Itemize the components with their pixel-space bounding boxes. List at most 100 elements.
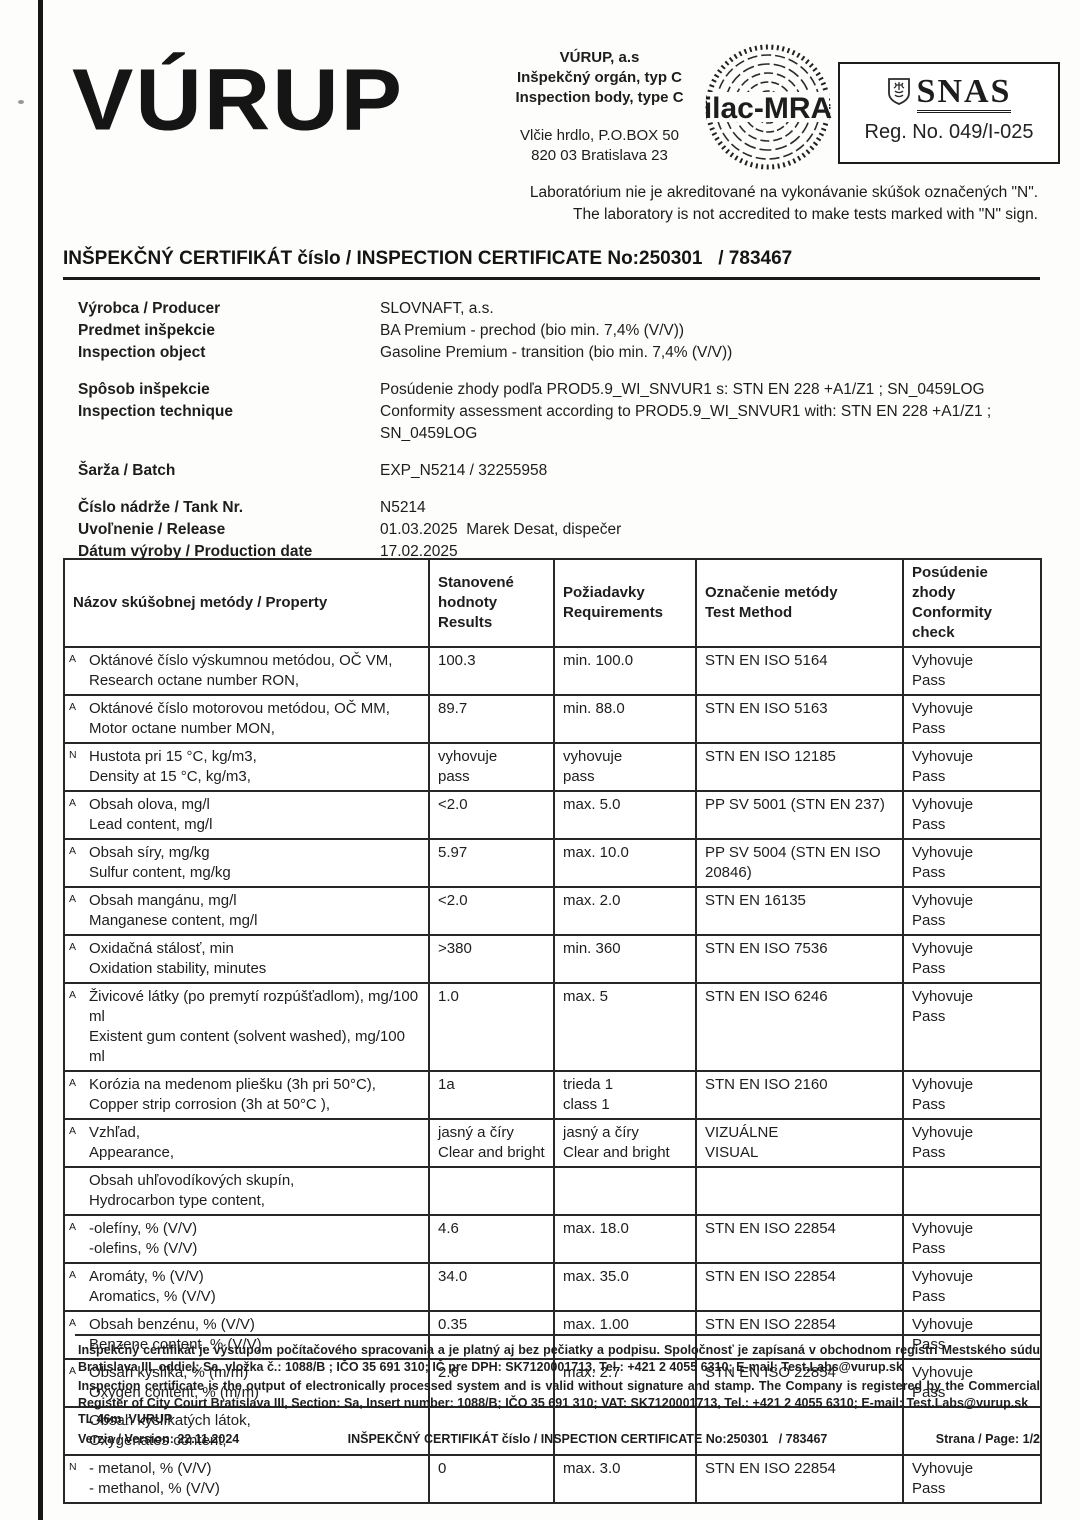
requirement-value: max. 5 [553, 982, 697, 1072]
table-row: A Oxidačná stálosť, min Oxidation stabili… [63, 934, 1042, 984]
result-value: 89.7 [428, 694, 555, 744]
property-name: Aromáty, % (V/V) Aromatics, % (V/V) [89, 1268, 216, 1305]
test-method: STN EN ISO 12185 [695, 742, 904, 792]
test-method: STN EN ISO 7536 [695, 934, 904, 984]
requirement-value: min. 360 [553, 934, 697, 984]
info-row: Šarža / Batch EXP_N5214 / 32255958 [78, 460, 1040, 482]
conformity-check [902, 1406, 1042, 1456]
title-rule [63, 277, 1040, 280]
info-group: Spôsob inšpekcie Posúdenie zhody podľa P… [78, 379, 1040, 445]
info-value: Gasoline Premium - transition (bio min. … [380, 344, 733, 361]
property-name: Korózia na medenom pliešku (3h pri 50°C)… [89, 1076, 376, 1113]
result-value: <2.0 [428, 886, 555, 936]
test-method: STN EN ISO 22854 [695, 1358, 904, 1408]
snas-reg-number: Reg. No. 049/I-025 [864, 120, 1034, 143]
conformity-check: Vyhovuje Pass [902, 982, 1042, 1072]
info-label: Inspection technique [78, 403, 234, 420]
table-row: A Oktánové číslo výskumnou metódou, OČ VM… [63, 646, 1042, 696]
requirement-value: trieda 1 class 1 [553, 1070, 697, 1120]
test-method: STN EN ISO 5164 [695, 646, 904, 696]
template-code: TL 46m_VURUP [78, 1412, 173, 1426]
property-name: Obsah kyslíkatých látok, Oxygenates cont… [89, 1412, 251, 1449]
accreditation-note-sk: Laboratórium nie je akreditované na vyko… [529, 184, 1038, 201]
table-row: A Obsah mangánu, mg/l Manganese content, … [63, 886, 1042, 936]
requirement-value: max. 10.0 [553, 838, 697, 888]
table-row: A Obsah síry, mg/kg Sulfur content, mg/kg… [63, 838, 1042, 888]
conformity-check: Vyhovuje Pass [902, 1070, 1042, 1120]
footnote-marker: A [69, 653, 77, 665]
table-row: Obsah uhľovodíkových skupín, Hydrocarbon… [63, 1166, 1042, 1216]
conformity-check: Vyhovuje Pass [902, 886, 1042, 936]
result-value: 0 [428, 1454, 555, 1504]
info-label: Dátum výroby / Production date [78, 543, 313, 560]
result-value: 34.0 [428, 1262, 555, 1312]
table-row: A Vzhľad, Appearance, jasný a číry Clear … [63, 1118, 1042, 1168]
footnote-marker: A [69, 893, 77, 905]
info-group: Šarža / Batch EXP_N5214 / 32255958 [78, 460, 1040, 482]
requirement-value: max. 18.0 [553, 1214, 697, 1264]
result-value: 5.97 [428, 838, 555, 888]
footnote-marker: A [69, 845, 77, 857]
org-line-en: Inspection body, type C [515, 89, 684, 106]
footnote-marker: N [69, 749, 77, 761]
info-label: Predmet inšpekcie [78, 322, 215, 339]
property-name: Oktánové číslo motorovou metódou, OČ MM,… [89, 700, 390, 737]
requirement-value: max. 35.0 [553, 1262, 697, 1312]
snas-label: SNAS [916, 74, 1012, 113]
svg-text:ilac-MRA: ilac-MRA [704, 92, 832, 125]
requirement-value: max. 2.7 [553, 1358, 697, 1408]
org-address-block: VÚRUP, a.s Inšpekčný orgán, typ C Inspec… [492, 48, 707, 166]
footnote-marker: A [69, 1365, 77, 1377]
property-name: Obsah olova, mg/l Lead content, mg/l [89, 796, 213, 833]
info-value: 01.03.2025 Marek Desat, dispečer [380, 521, 622, 538]
test-method: STN EN ISO 22854 [695, 1262, 904, 1312]
footer-note-en: Inspection certificate is the output of … [78, 1379, 1040, 1410]
conformity-check: Vyhovuje Pass [902, 1118, 1042, 1168]
property-name: - metanol, % (V/V) - methanol, % (V/V) [89, 1460, 220, 1497]
requirement-value: jasný a číry Clear and bright [553, 1118, 697, 1168]
scan-speck [18, 100, 24, 104]
requirement-value [553, 1406, 697, 1456]
footnote-marker: A [69, 1269, 77, 1281]
footer-certificate-number: INŠPEKČNÝ CERTIFIKÁT číslo / INSPECTION … [347, 1432, 828, 1446]
vurup-logo: VÚRUP [72, 51, 405, 149]
info-value: 17.02.2025 [380, 543, 458, 560]
col-header-conformity: Posúdenie zhody Conformity check [902, 558, 1042, 648]
info-value: Conformity assessment according to PROD5… [380, 403, 996, 442]
info-row: Predmet inšpekcie BA Premium - prechod (… [78, 320, 1040, 342]
result-value [428, 1406, 555, 1456]
footnote-marker: A [69, 989, 77, 1001]
info-group: Číslo nádrže / Tank Nr. N5214 Uvoľnenie … [78, 497, 1040, 563]
table-header-row: Názov skúšobnej metódy / Property Stanov… [63, 558, 1042, 648]
test-method: STN EN ISO 22854 [695, 1454, 904, 1504]
conformity-check: Vyhovuje Pass [902, 934, 1042, 984]
table-row: N- metanol, % (V/V) - methanol, % (V/V) … [63, 1454, 1042, 1504]
info-row: Číslo nádrže / Tank Nr. N5214 [78, 497, 1040, 519]
info-label: Spôsob inšpekcie [78, 381, 210, 398]
footer-rule [75, 1334, 1040, 1336]
test-method: STN EN ISO 2160 [695, 1070, 904, 1120]
info-row: Výrobca / Producer SLOVNAFT, a.s. [78, 298, 1040, 320]
result-value: vyhovuje pass [428, 742, 555, 792]
table-row: A Aromáty, % (V/V) Aromatics, % (V/V) 34.… [63, 1262, 1042, 1312]
page-number: Strana / Page: 1/2 [935, 1432, 1040, 1446]
table-row: A Korózia na medenom pliešku (3h pri 50°C… [63, 1070, 1042, 1120]
footer-bottom-row: Verzia / Version: 22.11.2024 INŠPEKČNÝ C… [78, 1432, 1040, 1446]
property-name: Obsah benzénu, % (V/V) Benzene content, … [89, 1316, 262, 1353]
requirement-value: min. 100.0 [553, 646, 697, 696]
org-name: VÚRUP, a.s [559, 49, 640, 66]
footnote-marker: A [69, 941, 77, 953]
requirement-value [553, 1166, 697, 1216]
conformity-check: Vyhovuje Pass [902, 1358, 1042, 1408]
table-row: A Obsah kyslíka, % (m/m) Oxygen content, … [63, 1358, 1042, 1408]
requirement-value: max. 5.0 [553, 790, 697, 840]
conformity-check: Vyhovuje Pass [902, 646, 1042, 696]
org-address-line1: Vlčie hrdlo, P.O.BOX 50 [520, 127, 679, 144]
info-row: Inspection technique Conformity assessme… [78, 401, 1040, 445]
footnote-marker: A [69, 701, 77, 713]
conformity-check: Vyhovuje Pass [902, 790, 1042, 840]
snas-accreditation-box: SNAS Reg. No. 049/I-025 [838, 62, 1060, 164]
footnote-marker: A [69, 1317, 77, 1329]
info-row: Dátum výroby / Production date 17.02.202… [78, 541, 1040, 563]
